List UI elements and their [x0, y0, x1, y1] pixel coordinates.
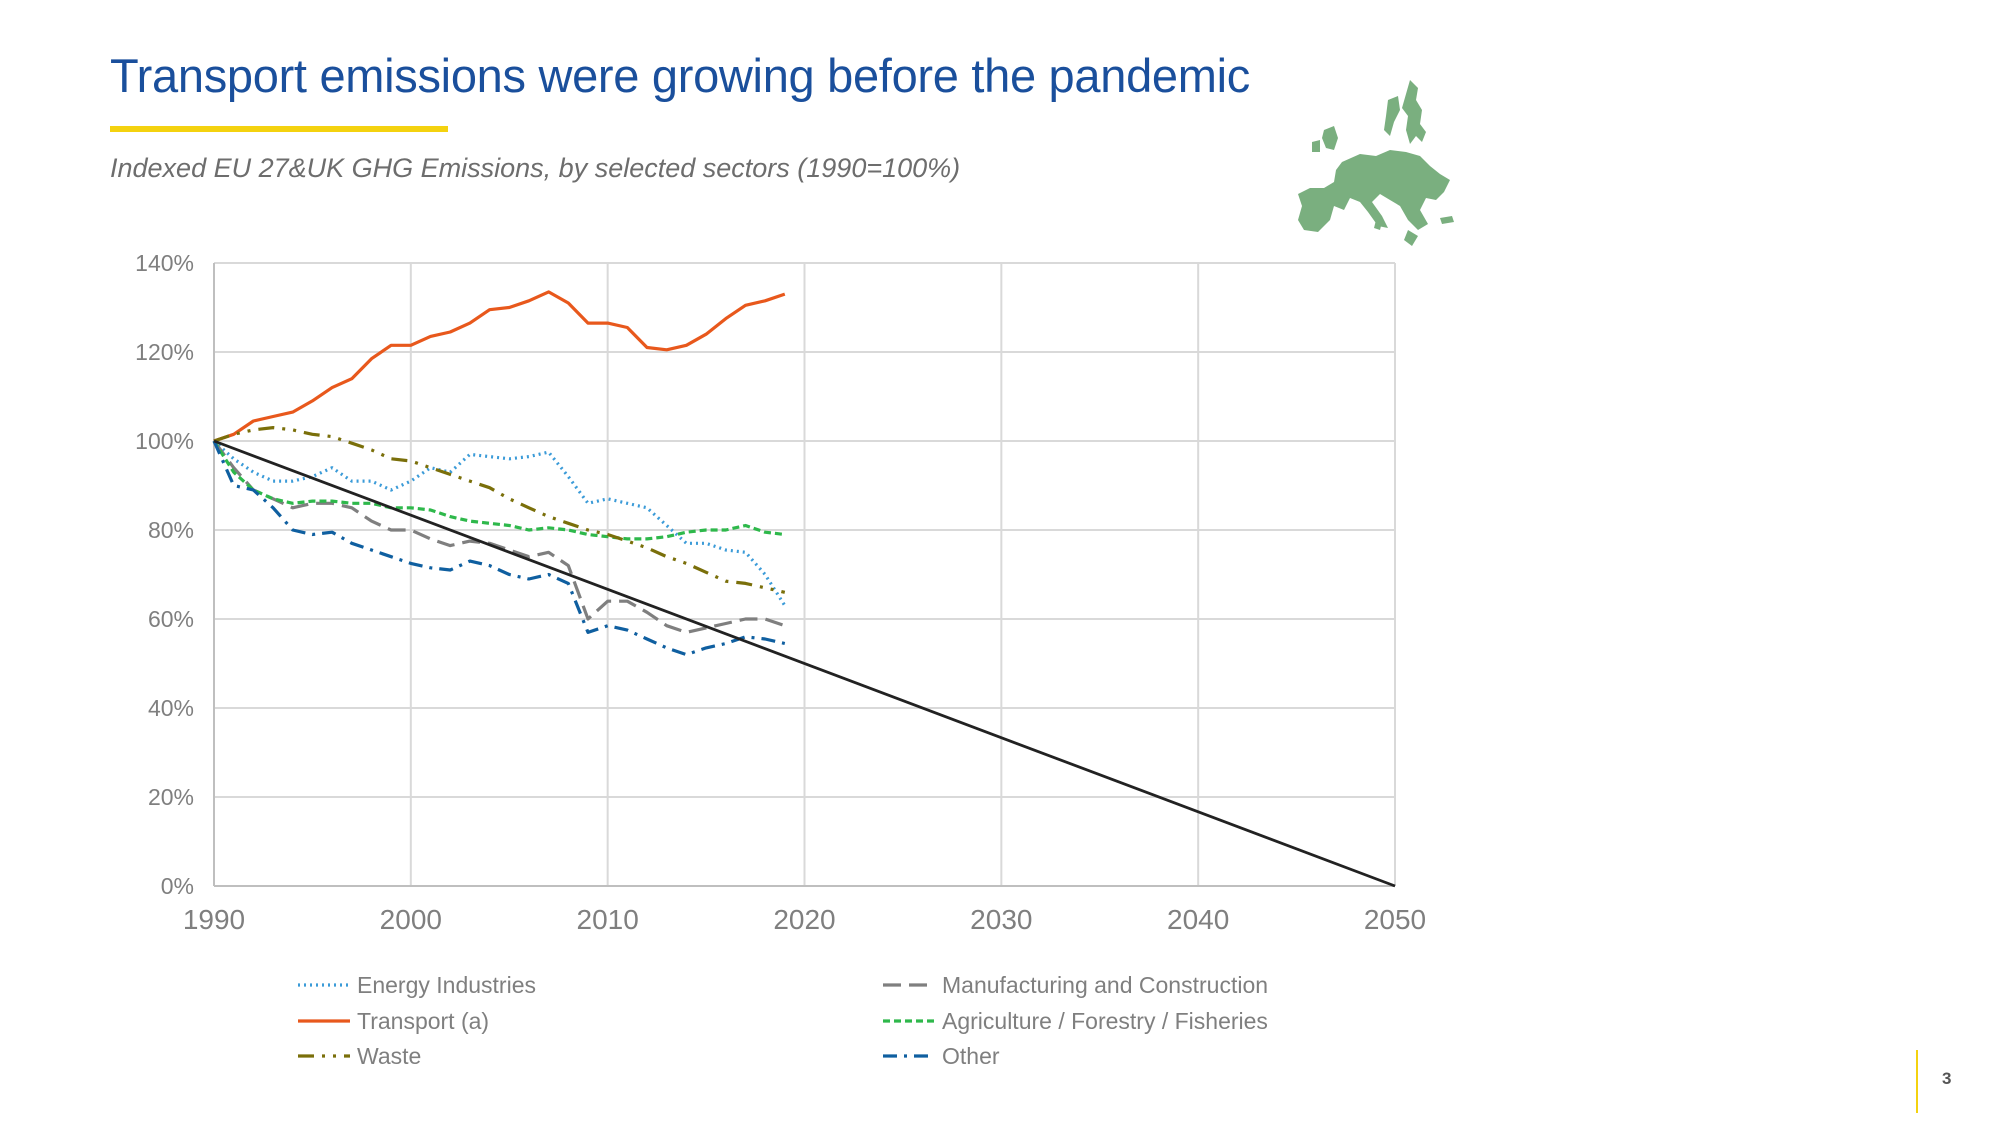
legend-label-waste: Waste	[357, 1043, 421, 1069]
y-tick-label: 100%	[135, 428, 194, 454]
x-tick-label: 1990	[183, 904, 245, 935]
x-tick-label: 2040	[1167, 904, 1229, 935]
y-tick-label: 80%	[148, 517, 194, 543]
y-tick-label: 40%	[148, 695, 194, 721]
y-axis-ticks: 0% 20% 40% 60% 80% 100% 120% 140%	[135, 250, 194, 899]
eu-map-icon	[1298, 80, 1454, 246]
chart-axes	[213, 263, 1395, 887]
y-tick-label: 0%	[161, 873, 194, 899]
x-tick-label: 2050	[1364, 904, 1426, 935]
series-line-manufacturing-and-construction	[212, 440, 786, 634]
legend-label-energy-industries: Energy Industries	[357, 972, 536, 998]
page-divider	[1916, 1050, 1918, 1113]
x-tick-label: 2020	[773, 904, 835, 935]
y-tick-label: 140%	[135, 250, 194, 276]
series-line-agriculture-forestry-fisheries	[212, 440, 785, 541]
legend-label-agriculture-forestry-fisheries: Agriculture / Forestry / Fisheries	[942, 1008, 1268, 1034]
series-line-other	[212, 440, 786, 657]
legend-label-manufacturing-and-construction: Manufacturing and Construction	[942, 972, 1268, 998]
x-tick-label: 2030	[970, 904, 1032, 935]
y-tick-label: 20%	[148, 784, 194, 810]
y-tick-label: 60%	[148, 606, 194, 632]
x-tick-label: 2000	[380, 904, 442, 935]
page-number: 3	[1942, 1069, 1952, 1088]
chart-subtitle: Indexed EU 27&UK GHG Emissions, by selec…	[110, 153, 961, 183]
page-title: Transport emissions were growing before …	[110, 49, 1250, 102]
x-tick-label: 2010	[577, 904, 639, 935]
y-tick-label: 120%	[135, 339, 194, 365]
legend-label-other: Other	[942, 1043, 1000, 1069]
title-underline	[110, 126, 448, 132]
series-line-trend	[213, 439, 1396, 888]
series-line-waste	[213, 426, 786, 594]
chart-grid	[213, 262, 1396, 887]
series-line-transport-a	[213, 290, 786, 443]
x-axis-ticks: 1990 2000 2010 2020 2030 2040 2050	[183, 904, 1426, 935]
chart-series	[212, 290, 1396, 888]
chart-legend: Energy Industries Transport (a) Waste Manuf…	[298, 972, 1268, 1069]
legend-label-transport-a: Transport (a)	[357, 1008, 489, 1034]
